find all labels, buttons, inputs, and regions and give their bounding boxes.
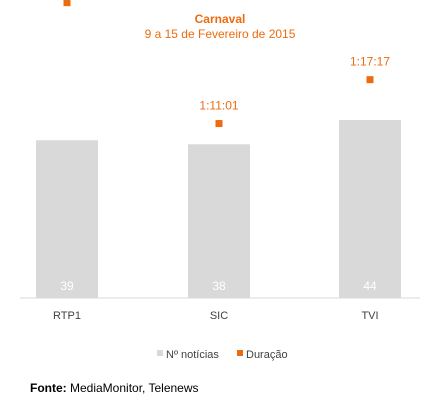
x-tick-label: SIC (210, 310, 228, 322)
legend-swatch-duracao (237, 350, 243, 356)
duration-marker-sic (215, 120, 223, 128)
bar-rtp1 (36, 140, 98, 298)
legend-swatch-noticias (157, 350, 163, 356)
source-text: MediaMonitor, Telenews (70, 381, 199, 395)
x-tick-label: RTP1 (53, 310, 81, 322)
source-label: Fonte: (30, 381, 67, 395)
bar-value-label: 38 (212, 279, 226, 293)
duration-marker-tvi (366, 76, 374, 84)
legend-label-noticias: Nº notícias (166, 349, 219, 361)
chart-subtitle: 9 a 15 de Fevereiro de 2015 (145, 27, 296, 41)
x-tick-label: TVI (361, 310, 378, 322)
duration-marker-rtp1 (63, 0, 71, 7)
duration-label: 1:11:01 (199, 99, 238, 113)
bar-tvi (339, 120, 401, 298)
chart-title: Carnaval (195, 12, 246, 26)
source-note: Fonte: MediaMonitor, Telenews (30, 381, 199, 395)
bar-sic (188, 144, 250, 298)
legend-label-duracao: Duração (246, 349, 288, 361)
legend: Nº notícias Duração (157, 349, 288, 361)
duration-label: 1:17:17 (350, 55, 390, 69)
bar-value-label: 39 (60, 279, 74, 293)
bar-value-label: 44 (363, 279, 377, 293)
